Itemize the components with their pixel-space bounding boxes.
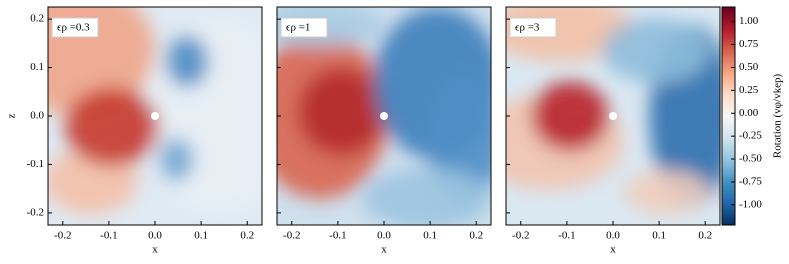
colorbar-tick-label: -0.50 [739, 153, 762, 165]
field-blob [165, 35, 209, 88]
colorbar-tick-label: -0.75 [739, 175, 762, 187]
colorbar-tick-label: 0.00 [739, 107, 759, 119]
heatmap-blobs [506, 7, 720, 215]
panel-label: ϵρ =1 [286, 22, 310, 34]
field-blob [159, 137, 194, 182]
x-axis-label: x [381, 244, 387, 256]
x-tick-label: -0.1 [100, 230, 117, 242]
center-dot [151, 112, 159, 120]
y-tick-label: 0.1 [30, 61, 44, 73]
x-tick-label: 0.1 [423, 230, 437, 242]
label-box [51, 17, 99, 38]
label-box [280, 17, 328, 38]
y-tick-label: -0.2 [27, 206, 44, 218]
y-tick-label: 0.0 [30, 110, 44, 122]
center-dot [380, 112, 388, 120]
x-tick-label: 0.2 [698, 230, 712, 242]
field-blob [362, 168, 491, 225]
y-tick-label: -0.1 [27, 158, 44, 170]
label-box [509, 17, 557, 38]
field-blob [531, 81, 609, 151]
x-tick-label: -0.1 [558, 230, 575, 242]
colorbar-tick-label: 1.00 [739, 15, 759, 27]
x-axis-label: x [610, 244, 616, 256]
y-tick-label: 0.2 [30, 13, 44, 25]
x-tick-label: 0.1 [194, 230, 208, 242]
panel-label: ϵρ =0.3 [57, 22, 90, 34]
colorbar-tick-label: 0.75 [739, 38, 759, 50]
colorbar [721, 6, 736, 226]
field-blob [144, 17, 262, 215]
x-tick-label: 0.2 [240, 230, 254, 242]
x-tick-label: 0.1 [652, 230, 666, 242]
x-tick-label: -0.2 [54, 230, 71, 242]
x-axis-label: x [152, 244, 158, 256]
x-tick-label: -0.1 [329, 230, 346, 242]
x-tick-label: -0.2 [283, 230, 300, 242]
colorbar-tick-label: 0.50 [739, 61, 759, 73]
colorbar-label: Rotation (vφ/vkep) [772, 74, 784, 159]
colorbar-tick-label: -1.00 [739, 198, 762, 210]
field-blob [602, 17, 710, 84]
x-tick-label: 0.0 [606, 230, 620, 242]
center-dot [609, 112, 617, 120]
x-tick-label: 0.0 [377, 230, 391, 242]
panel-label: ϵρ =3 [515, 22, 540, 34]
x-tick-label: -0.2 [512, 230, 529, 242]
x-tick-label: 0.0 [148, 230, 162, 242]
heatmap [48, 7, 262, 225]
colorbar-tick-label: -0.25 [739, 130, 762, 142]
colorbar-tick-label: 0.25 [739, 84, 759, 96]
heatmap-blobs [277, 7, 491, 225]
field-blob [65, 87, 160, 167]
field-blob [623, 170, 710, 215]
field-blob [298, 68, 385, 156]
heatmap-blobs [48, 7, 262, 215]
x-tick-label: 0.2 [469, 230, 483, 242]
y-axis-label: z [6, 113, 18, 118]
